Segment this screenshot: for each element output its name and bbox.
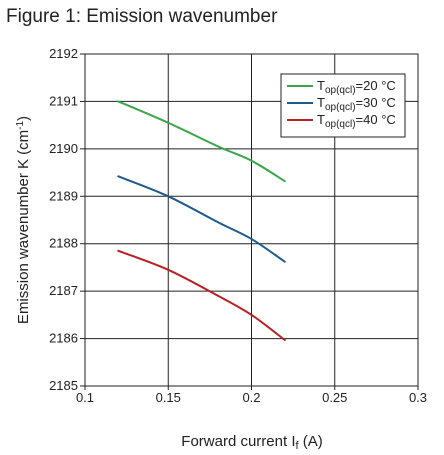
data-point-2 bbox=[284, 261, 286, 263]
y-tick-label: 2188 bbox=[49, 236, 78, 251]
data-point-3 bbox=[250, 314, 252, 316]
y-tick-label: 2191 bbox=[49, 93, 78, 108]
y-tick-label: 2187 bbox=[49, 283, 78, 298]
legend-label: Top(qcl)=20 °C bbox=[317, 78, 396, 96]
x-tick-label: 0.1 bbox=[76, 390, 94, 405]
data-point-3 bbox=[117, 250, 119, 252]
data-point-3 bbox=[167, 269, 169, 271]
x-axis-label: Forward current If (A) bbox=[181, 433, 322, 452]
y-tick-label: 2192 bbox=[49, 46, 78, 61]
data-point-2 bbox=[250, 238, 252, 240]
legend-box bbox=[280, 73, 406, 138]
data-point-1 bbox=[117, 100, 119, 102]
y-tick-label: 2189 bbox=[49, 188, 78, 203]
data-point-1 bbox=[284, 180, 286, 182]
y-tick-label: 2190 bbox=[49, 141, 78, 156]
x-tick-label: 0.3 bbox=[409, 390, 427, 405]
data-point-3 bbox=[284, 339, 286, 341]
x-tick-labels: 0.1 0.15 0.2 0.25 0.3 bbox=[76, 386, 427, 405]
legend-label: Top(qcl)=40 °C bbox=[317, 112, 396, 130]
y-axis-label: Emission wavenumber K (cm-1) bbox=[15, 116, 32, 324]
data-point-2 bbox=[167, 195, 169, 197]
y-tick-labels: 2185 2186 2187 2188 2189 2190 2191 2192 bbox=[49, 46, 85, 393]
x-tick-label: 0.2 bbox=[242, 390, 260, 405]
data-point-3 bbox=[217, 295, 219, 297]
x-tick-label: 0.25 bbox=[322, 390, 347, 405]
y-tick-label: 2185 bbox=[49, 378, 78, 393]
data-point-1 bbox=[217, 145, 219, 147]
series-line-1 bbox=[117, 100, 286, 183]
x-tick-label: 0.15 bbox=[156, 390, 181, 405]
series-line-2 bbox=[117, 175, 286, 263]
data-point-1 bbox=[250, 160, 252, 162]
data-point-2 bbox=[217, 221, 219, 223]
y-tick-label: 2186 bbox=[49, 331, 78, 346]
data-point-2 bbox=[117, 175, 119, 177]
series-line-3 bbox=[117, 249, 286, 341]
legend-label: Top(qcl)=30 °C bbox=[317, 95, 396, 113]
figure-title: Figure 1: Emission wavenumber bbox=[6, 6, 278, 27]
data-point-1 bbox=[167, 122, 169, 124]
series-lines bbox=[117, 100, 286, 341]
